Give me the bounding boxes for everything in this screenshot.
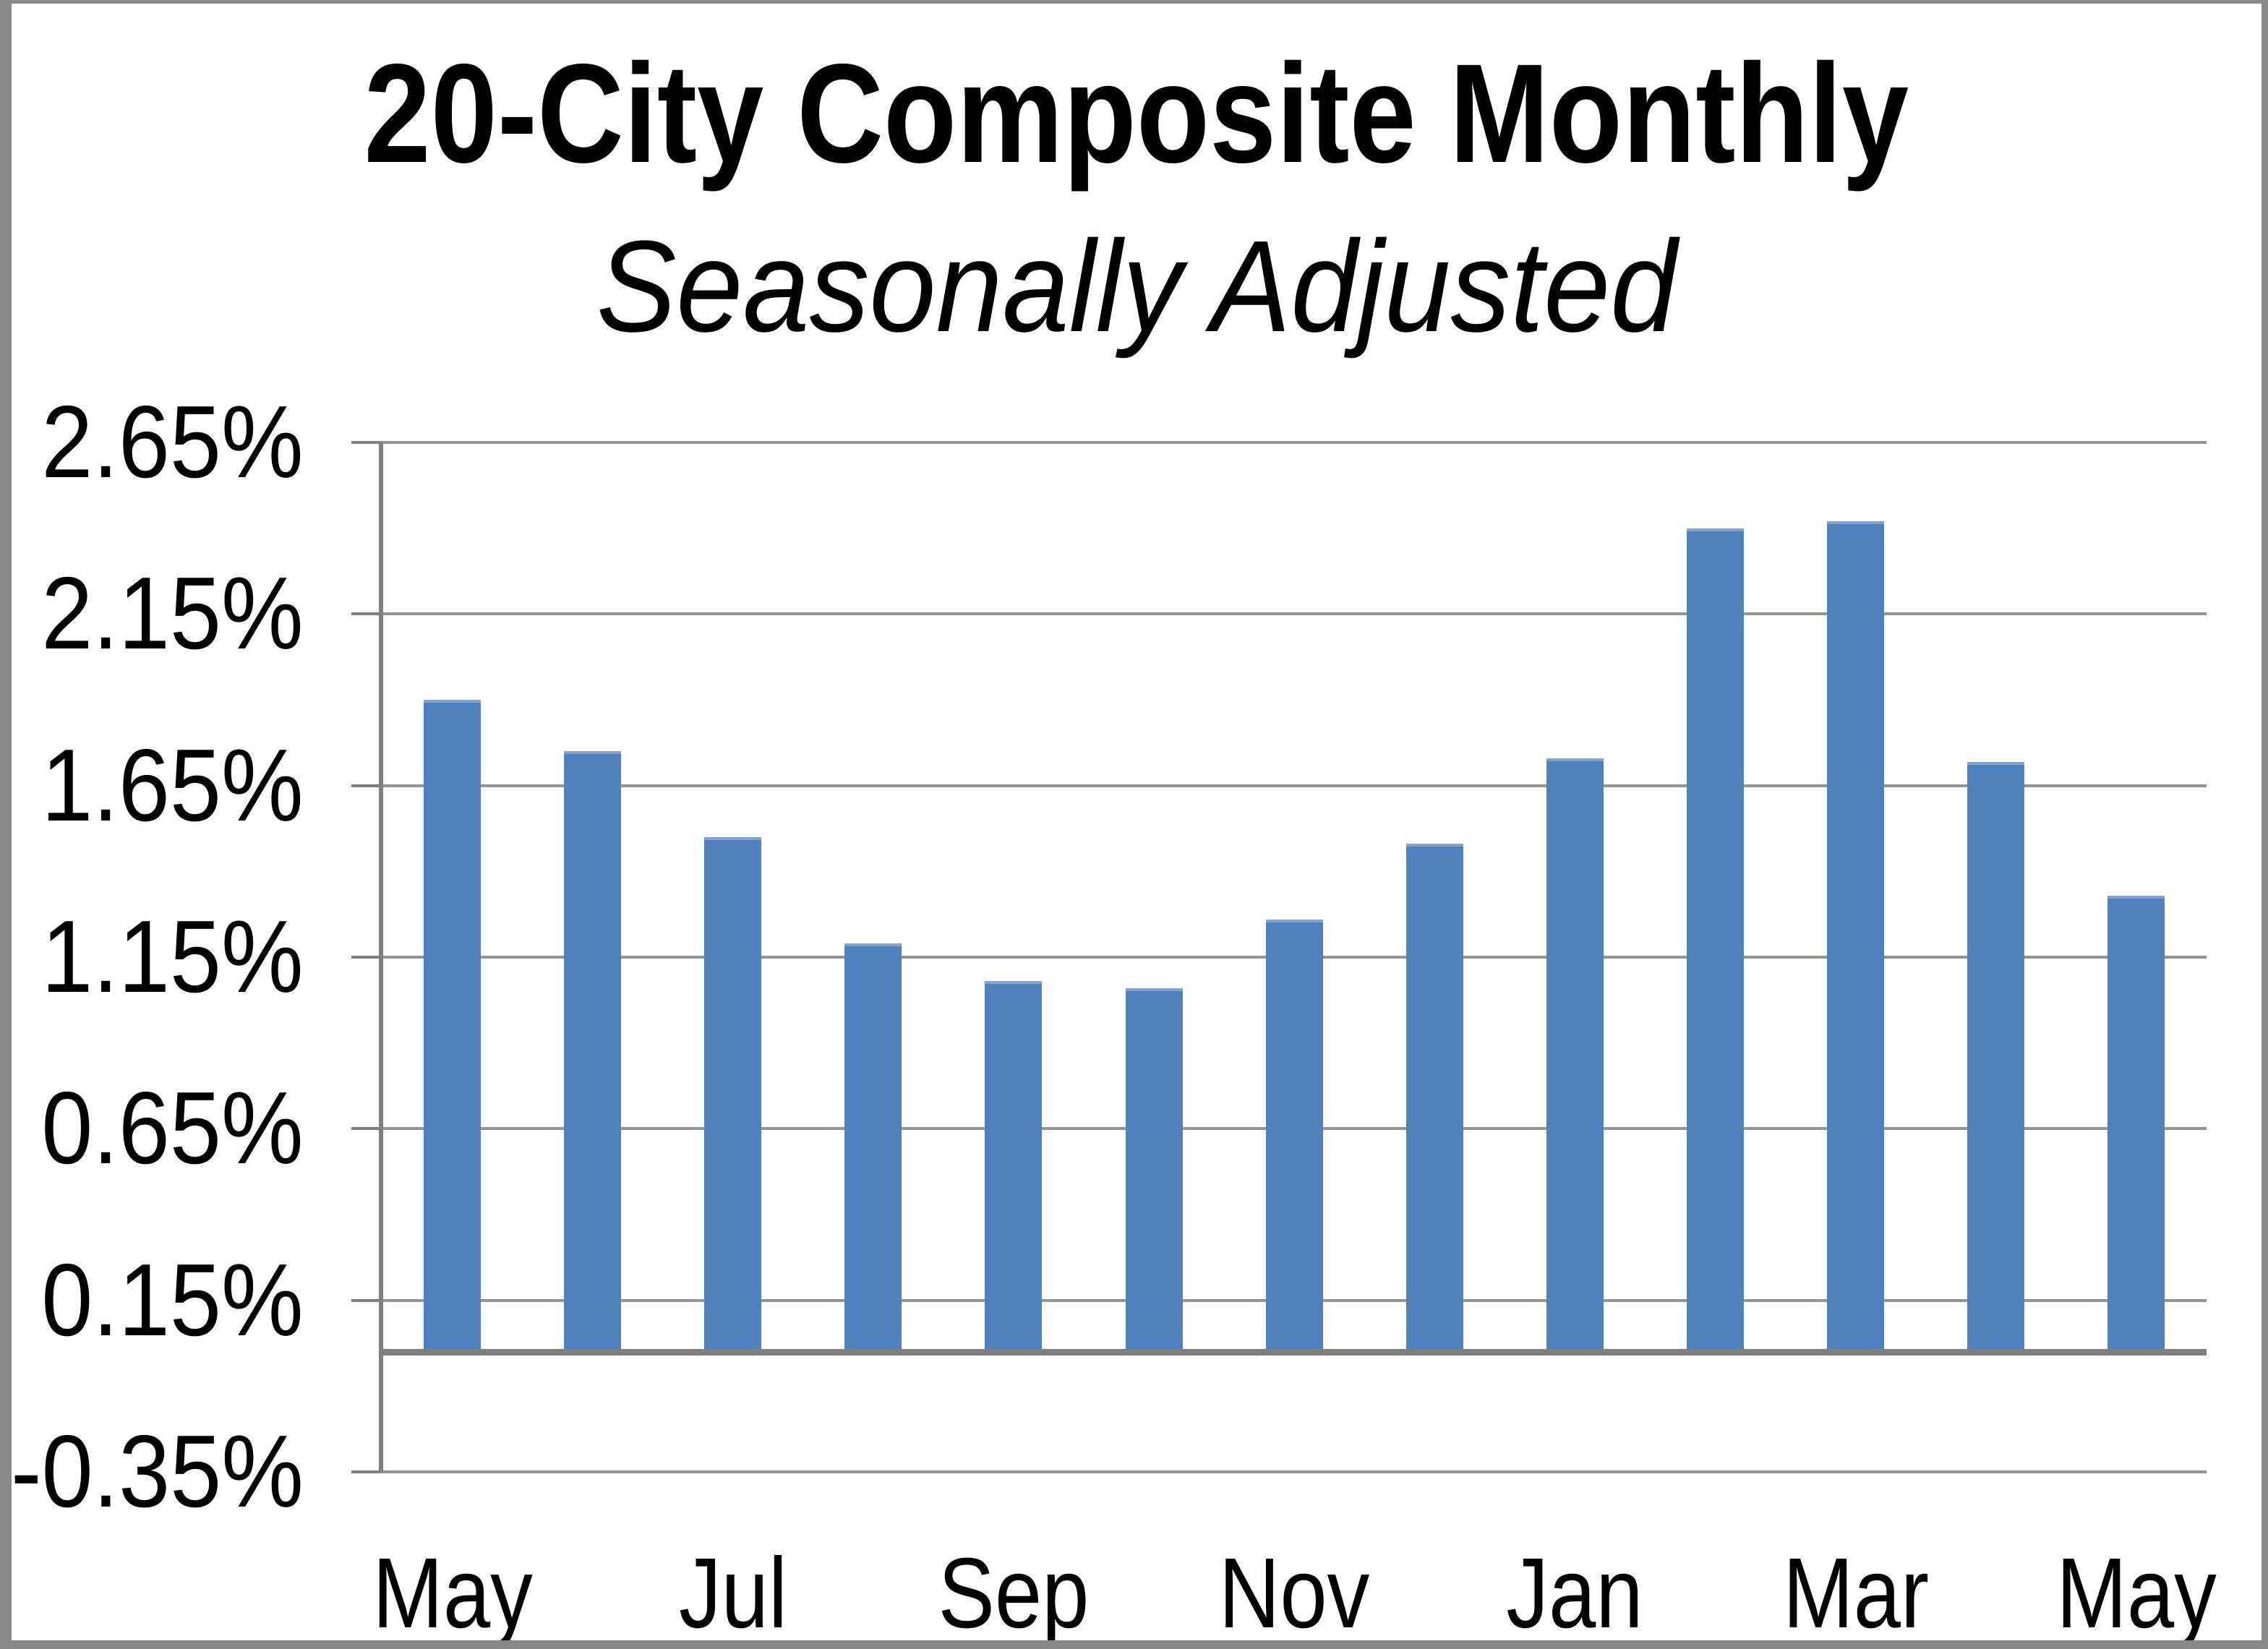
gridline — [381, 1470, 2207, 1473]
bar-Sep — [985, 981, 1043, 1352]
chart-title-text: 20-City Composite Monthly — [364, 35, 1909, 192]
y-axis-tick — [351, 612, 381, 616]
bar-m4 — [844, 943, 902, 1352]
x-axis-label: Jul — [678, 1538, 787, 1649]
y-axis-tick — [351, 784, 381, 787]
y-axis-label: 1.65% — [41, 727, 304, 843]
gridline — [381, 784, 2207, 787]
bar-Jan — [1546, 758, 1604, 1352]
x-axis-label: Sep — [938, 1538, 1090, 1649]
x-axis-label: Nov — [1218, 1538, 1370, 1649]
chart-title: 20-City Composite Monthly — [12, 38, 2261, 190]
bar-m12 — [1967, 762, 2025, 1352]
y-axis-tick — [351, 441, 381, 444]
y-axis-tick — [351, 1127, 381, 1131]
x-axis-zero-line — [381, 1349, 2207, 1355]
chart-subtitle-text: Seasonally Adjusted — [596, 214, 1677, 359]
y-axis-line — [379, 442, 383, 1472]
y-axis-label: -0.35% — [11, 1413, 304, 1529]
bar-m2 — [564, 751, 622, 1352]
plot-area: 2.65% 2.15% 1.65% 1.15% 0.65% 0.15% -0.35% May J… — [11, 4, 2261, 1649]
y-axis-label: 0.65% — [41, 1071, 304, 1186]
gridline — [381, 612, 2207, 616]
y-axis-tick — [351, 1470, 381, 1473]
bar-m10 — [1686, 528, 1744, 1352]
bar-Jul — [704, 837, 762, 1352]
y-axis-label: 0.15% — [41, 1242, 304, 1358]
x-axis-label: May — [2055, 1538, 2217, 1649]
y-axis-tick — [351, 955, 381, 959]
bar-m8 — [1405, 844, 1463, 1352]
y-axis-label: 2.15% — [41, 556, 304, 672]
bar-May — [424, 700, 481, 1352]
y-axis-tick — [351, 1298, 381, 1302]
y-axis-label: 2.65% — [41, 385, 304, 500]
bar-m6 — [1125, 988, 1183, 1352]
bar-Nov — [1265, 920, 1323, 1352]
bar-Mar — [1827, 521, 1884, 1352]
y-axis-label: 1.15% — [41, 899, 304, 1014]
gridline — [381, 441, 2207, 444]
bar-May — [2107, 896, 2165, 1352]
chart-subtitle: Seasonally Adjusted — [12, 214, 2261, 359]
x-axis-label: Jan — [1506, 1538, 1643, 1649]
x-axis-label: Mar — [1782, 1538, 1929, 1649]
x-axis-label: May — [372, 1538, 533, 1649]
